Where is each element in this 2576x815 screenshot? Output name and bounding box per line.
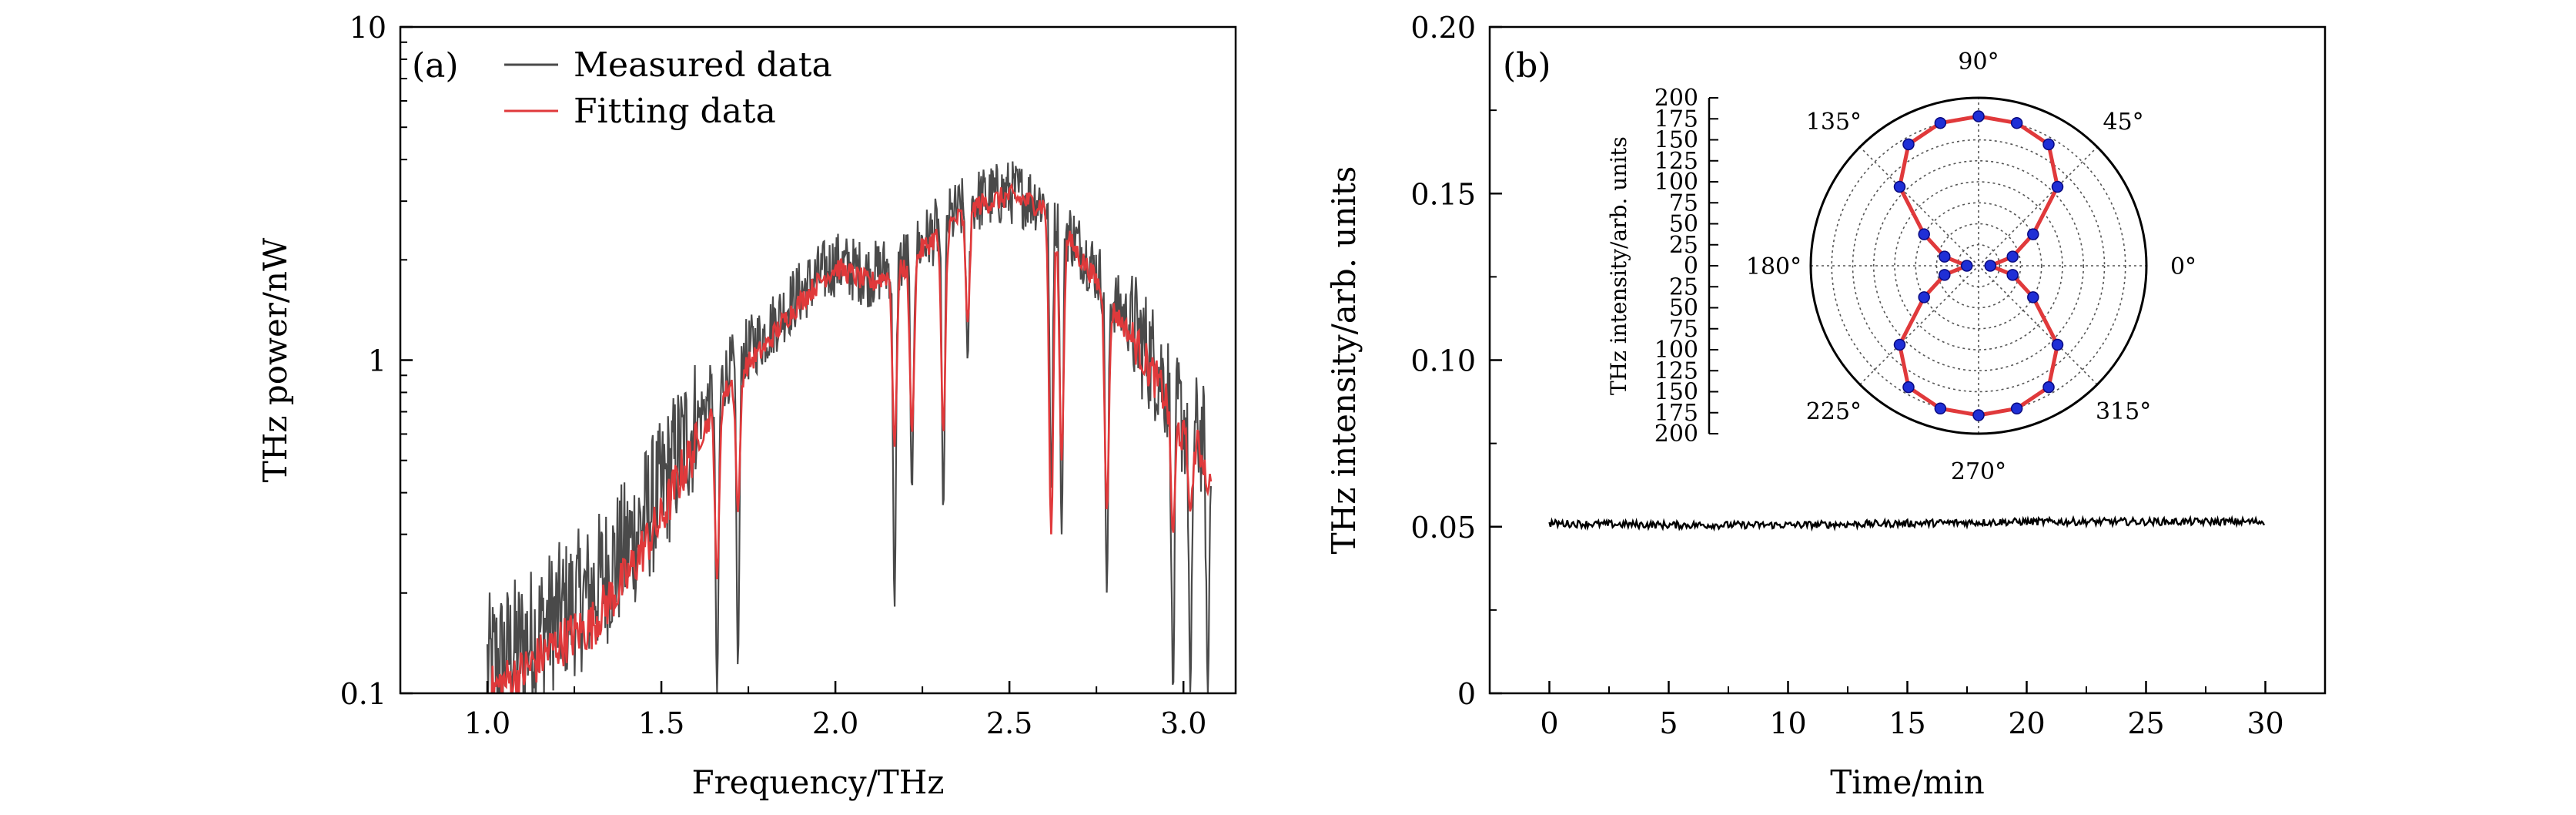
y-tick-label-b: 0.10 — [1410, 344, 1476, 378]
polar-ring — [1894, 181, 2063, 350]
panel-a: 1.0 1.5 2.0 2.5 3.0 0.1 1 10 Frequency/THz THz po… — [256, 11, 1237, 801]
polar-data-point — [2042, 381, 2055, 394]
x-tick-label-a: 1.5 — [638, 706, 684, 740]
polar-data-point — [2006, 269, 2019, 281]
polar-angle-label: 135° — [1806, 109, 1862, 136]
panel-tag-a: (a) — [412, 46, 459, 86]
polar-angle-label: 270° — [1951, 458, 2006, 485]
x-tick-label-b: 10 — [1769, 706, 1806, 740]
polar-outer-circle — [1809, 96, 2148, 435]
y-tick-label-a: 1 — [368, 344, 386, 378]
x-tick-label-b: 30 — [2246, 706, 2283, 740]
polar-radial-tick-label: 150 — [1654, 379, 1698, 406]
polar-radial-tick-label: 25 — [1669, 273, 1698, 300]
fitting-data-group — [487, 183, 1213, 693]
x-tick-label-a: 2.5 — [986, 706, 1032, 740]
polar-data-point — [1918, 291, 1930, 304]
polar-data-point — [1934, 402, 1947, 415]
polar-data-point — [1972, 409, 1985, 421]
polar-radial-tick-label: 100 — [1654, 169, 1698, 196]
panel-tag-b: (b) — [1503, 46, 1551, 86]
polar-data-point — [2027, 228, 2039, 240]
polar-data-point — [2042, 138, 2055, 151]
intensity-line — [1548, 515, 2266, 532]
polar-inset: 0°45°90°135°180°225°270°315°200175150125… — [1606, 49, 2196, 485]
polar-angle-label: 315° — [2096, 398, 2151, 425]
fitting-data-line — [487, 183, 1213, 693]
polar-radial-tick-label: 125 — [1654, 148, 1698, 175]
polar-data-point — [2010, 116, 2023, 129]
polar-data-point — [1934, 116, 1947, 129]
y-tick-label-b: 0 — [1457, 677, 1476, 711]
polar-data-point — [2051, 180, 2064, 193]
polar-ring — [1852, 139, 2106, 393]
y-axis-label-b: THz intensity/arb. units — [1325, 166, 1363, 555]
y-axis-label-a: THz power/nW — [256, 237, 294, 482]
polar-radial-tick-label: 50 — [1669, 211, 1698, 238]
polar-data-point — [1960, 260, 1973, 272]
x-tick-label-a: 1.0 — [464, 706, 510, 740]
polar-angle-label: 90° — [1958, 49, 1999, 75]
polar-ring — [1915, 202, 2042, 330]
polar-data-point — [1972, 110, 1985, 122]
polar-angle-label: 225° — [1806, 398, 1862, 425]
polar-data-point — [1902, 381, 1915, 394]
x-tick-label-b: 25 — [2127, 706, 2164, 740]
polar-radial-tick-label: 75 — [1669, 316, 1698, 343]
polar-radial-tick-label: 75 — [1669, 189, 1698, 216]
x-axis-label-a: Frequency/THz — [691, 763, 944, 801]
polar-radial-tick-label: 175 — [1654, 400, 1698, 427]
polar-radial-tick-label: 100 — [1654, 337, 1698, 364]
polar-data-point — [2006, 250, 2019, 263]
x-axis-label-b: Time/min — [1830, 763, 1985, 801]
y-tick-label-b: 0.05 — [1410, 511, 1476, 545]
y-tick-label-a: 10 — [350, 11, 386, 45]
legend-label-fitting: Fitting data — [574, 92, 776, 131]
polar-data-point — [1939, 269, 1951, 281]
polar-radial-tick-label: 150 — [1654, 127, 1698, 154]
polar-y-label: THz intensity/arb. units — [1606, 136, 1631, 395]
legend-label-measured: Measured data — [574, 45, 832, 85]
x-tick-label-b: 5 — [1659, 706, 1678, 740]
polar-data-point — [1939, 250, 1951, 263]
polar-radial-tick-label: 25 — [1669, 232, 1698, 259]
polar-angle-label: 0° — [2170, 253, 2196, 280]
polar-radial-tick-label: 200 — [1654, 421, 1698, 448]
y-tick-label-b: 0.15 — [1410, 177, 1476, 211]
x-tick-label-a: 3.0 — [1160, 706, 1206, 740]
polar-data-point — [1902, 138, 1915, 151]
panel-b: 0 5 10 15 20 25 30 0 0.05 0.10 0.15 0.20 Time/min THz… — [1325, 11, 2327, 801]
y-tick-label-b: 0.20 — [1410, 11, 1476, 45]
polar-ring — [1872, 159, 2085, 372]
y-tick-label-a: 0.1 — [340, 677, 386, 711]
x-tick-label-a: 2.0 — [812, 706, 858, 740]
polar-angle-label: 180° — [1746, 253, 1802, 280]
polar-data-point — [2051, 338, 2064, 351]
polar-radial-tick-label: 200 — [1654, 85, 1698, 112]
polar-data-point — [1918, 228, 1930, 240]
polar-data-point — [2027, 291, 2039, 304]
polar-data-point — [1893, 180, 1906, 193]
x-tick-label-b: 15 — [1889, 706, 1925, 740]
x-tick-label-b: 0 — [1540, 706, 1558, 740]
polar-data-point — [1893, 338, 1906, 351]
polar-data-point — [2010, 402, 2023, 415]
x-tick-label-b: 20 — [2008, 706, 2045, 740]
polar-radial-tick-label: 175 — [1654, 106, 1698, 132]
polar-radial-tick-label: 0 — [1684, 253, 1698, 280]
polar-radial-tick-label: 125 — [1654, 357, 1698, 384]
polar-radial-tick-label: 50 — [1669, 295, 1698, 322]
polar-angle-label: 45° — [2103, 109, 2143, 136]
polar-data-point — [1984, 260, 1997, 272]
